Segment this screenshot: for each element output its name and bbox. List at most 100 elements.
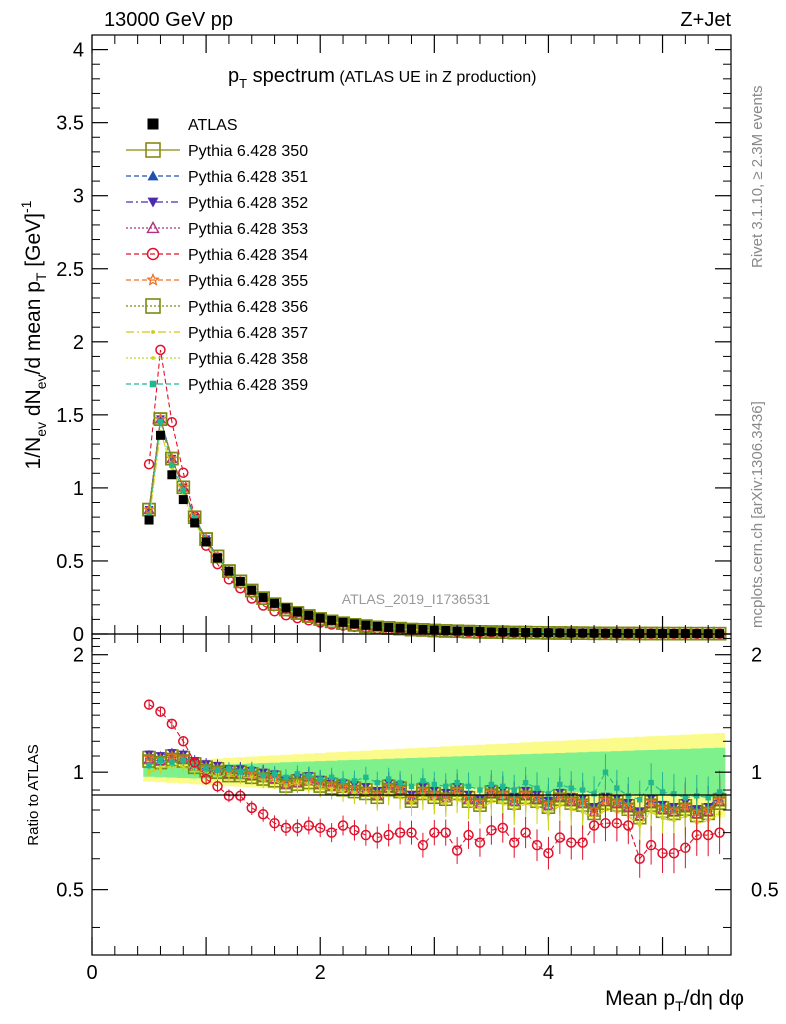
ratio-series-marker — [374, 779, 380, 786]
ratio-series-marker — [520, 827, 531, 838]
ratio-series-marker — [474, 837, 486, 848]
legend-marker — [151, 330, 155, 334]
ratio-series-marker — [451, 845, 463, 856]
energy-label: 13000 GeV pp — [104, 9, 233, 31]
ratio-series-marker — [588, 820, 600, 831]
legend-label: Pythia 6.428 355 — [188, 273, 308, 290]
ratio-series-marker — [512, 806, 516, 810]
atlas-data-point — [144, 515, 154, 525]
atlas-data-point — [258, 592, 268, 602]
ratio-series-marker — [497, 822, 509, 834]
main-series-marker — [143, 458, 155, 470]
ratio-series-marker — [223, 790, 235, 802]
ratio-series-marker — [409, 800, 414, 804]
atlas-data-point — [509, 627, 519, 637]
legend-marker — [146, 247, 160, 261]
legend-marker — [146, 221, 160, 234]
ratio-series-marker — [432, 798, 436, 802]
ratio-series-marker — [455, 796, 459, 800]
ratio-series-marker — [440, 827, 451, 838]
legend-entry: Pythia 6.428 357 — [126, 325, 308, 342]
ratio-y-tick-label: 2 — [73, 645, 84, 667]
ratio-series-marker — [235, 790, 246, 802]
atlas-data-point — [441, 625, 451, 635]
legend-entry: Pythia 6.428 354 — [126, 247, 308, 264]
ratio-series-marker — [226, 766, 232, 772]
ratio-series-marker — [364, 790, 368, 794]
ratio-series-marker — [579, 787, 586, 793]
ratio-series-marker — [237, 769, 244, 775]
legend-marker — [151, 356, 155, 360]
atlas-data-point — [167, 470, 177, 480]
atlas-data-point — [578, 628, 588, 638]
ratio-y-tick-label-right: 1 — [751, 762, 762, 784]
atlas-data-point — [155, 430, 165, 440]
ratio-series-marker — [478, 806, 482, 810]
legend-entry: Pythia 6.428 353 — [126, 221, 308, 238]
main-y-tick-label: 0.5 — [56, 551, 84, 573]
title-p: p — [228, 65, 239, 87]
ratio-series-marker — [454, 779, 460, 786]
ratio-series-marker — [303, 820, 315, 831]
ratio-series-marker — [614, 785, 620, 791]
main-y-tick-label: 1 — [73, 478, 84, 500]
main-y-axis-label: 1/Nev dNev/d mean pT [GeV]-1 — [18, 200, 49, 469]
ratio-series-marker — [638, 822, 642, 826]
ratio-series-marker — [702, 829, 714, 841]
ratio-series-marker — [543, 847, 554, 859]
ratio-series-marker — [557, 781, 563, 788]
ratio-series-marker — [372, 832, 383, 843]
ratio-series-marker — [406, 827, 417, 838]
title-word: spectrum — [247, 65, 335, 87]
mcplots-label: mcplots.cern.ch [arXiv:1306.3436] — [749, 401, 766, 628]
ratio-series-marker — [349, 824, 360, 836]
atlas-data-point — [464, 626, 474, 636]
atlas-data-point — [555, 628, 565, 638]
legend-marker — [149, 380, 157, 388]
ratio-y-tick-label-right: 2 — [751, 645, 762, 667]
ratio-series-marker — [634, 853, 645, 864]
atlas-data-point — [201, 537, 211, 547]
ratio-series-marker — [166, 718, 178, 730]
ratio-series-marker — [352, 790, 357, 794]
x-tick-label: 0 — [86, 962, 97, 984]
main-series-marker — [178, 467, 189, 478]
ratio-series-marker — [659, 789, 666, 795]
ratio-series-marker — [645, 839, 657, 851]
ratio-series-marker — [531, 839, 543, 851]
atlas-data-point — [224, 566, 234, 576]
atlas-data-point — [270, 598, 280, 608]
main-y-tick-label: 2 — [73, 332, 84, 354]
ratio-y-tick-label: 1 — [73, 762, 84, 784]
ratio-series-marker — [705, 795, 711, 801]
legend-entry: Pythia 6.428 350 — [126, 142, 308, 160]
ratio-series-marker — [203, 766, 209, 772]
ratio-series-marker — [420, 778, 426, 784]
legend-entry: Pythia 6.428 352 — [126, 195, 308, 212]
atlas-data-point — [349, 619, 359, 629]
ratio-series-marker — [637, 797, 643, 803]
ratio-series-marker — [157, 758, 164, 764]
main-panel: 0 0.5 1 1.5 2 2.5 3 3.5 4 ATLAS_2019_I1736531 pT… — [18, 34, 732, 646]
atlas-data-point — [338, 617, 348, 627]
ratio-series-marker — [283, 774, 289, 781]
ratio-series-marker — [260, 772, 266, 779]
legend-label: Pythia 6.428 357 — [188, 325, 308, 342]
main-series-marker — [155, 344, 166, 356]
ratio-series-marker — [508, 837, 520, 848]
main-series-marker — [176, 480, 191, 495]
ratio-series-marker — [147, 768, 151, 773]
ratio-series-marker — [671, 791, 677, 797]
main-y-tick-label: 3.5 — [56, 113, 84, 135]
legend-label: Pythia 6.428 353 — [188, 221, 308, 238]
ratio-series-marker — [554, 832, 566, 843]
ratio-series-marker — [337, 820, 349, 831]
ratio-series-marker — [672, 817, 676, 821]
ratio-series-marker — [178, 736, 189, 747]
main-y-tick-label: 2.5 — [56, 259, 84, 281]
main-series-marker — [244, 583, 259, 598]
ratio-series-marker — [694, 793, 700, 799]
ratio-series-marker — [466, 802, 471, 806]
legend-label: Pythia 6.428 354 — [188, 247, 308, 264]
